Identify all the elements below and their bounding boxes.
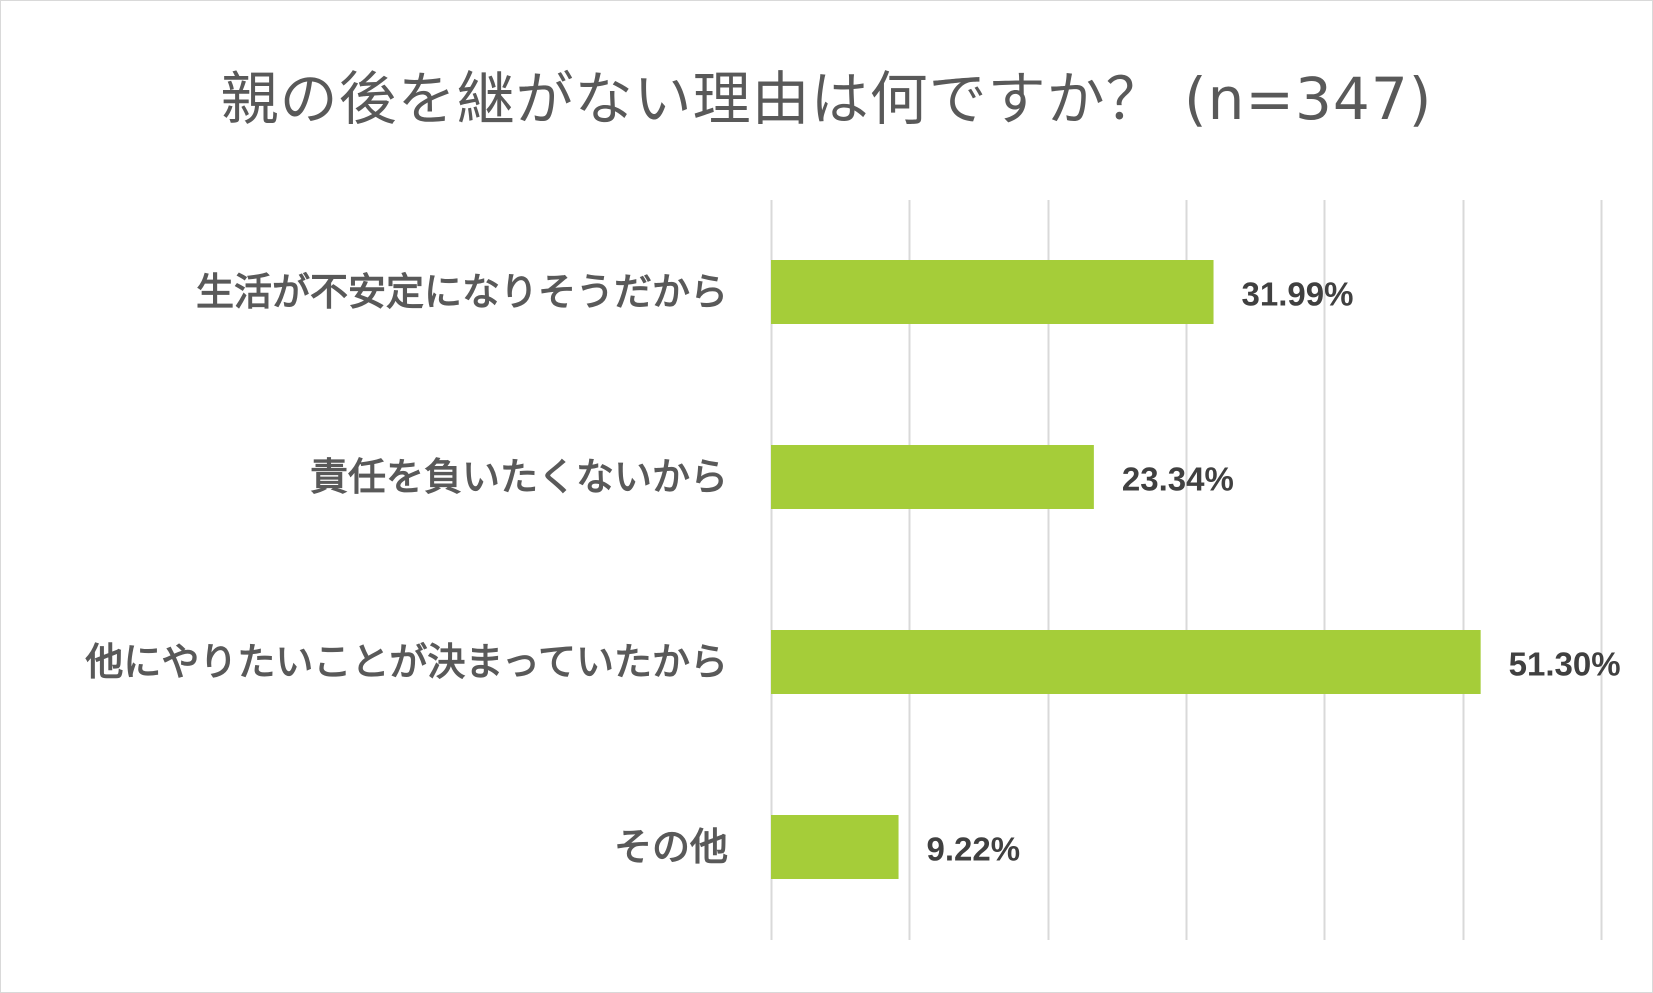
value-label-1: 23.34% xyxy=(1122,461,1234,498)
bar-1 xyxy=(771,445,1094,509)
category-label-1: 責任を負いたくないから xyxy=(310,455,728,499)
category-label-0: 生活が不安定になりそうだから xyxy=(196,270,728,314)
value-label-3: 9.22% xyxy=(927,831,1021,868)
chart-title: 親の後を継がない理由は何ですか？ (n=347) xyxy=(220,65,1433,133)
labels: 生活が不安定になりそうだから 31.99% 責任を負いたくないから 23.34% 他にや… xyxy=(84,270,1620,869)
bar-3 xyxy=(771,815,899,879)
value-label-0: 31.99% xyxy=(1242,276,1354,313)
bars xyxy=(771,260,1481,879)
bar-0 xyxy=(771,260,1214,324)
category-label-3: その他 xyxy=(614,825,728,869)
category-label-2: 他にやりたいことが決まっていたから xyxy=(84,640,728,684)
bar-2 xyxy=(771,630,1481,694)
value-label-2: 51.30% xyxy=(1509,646,1621,683)
